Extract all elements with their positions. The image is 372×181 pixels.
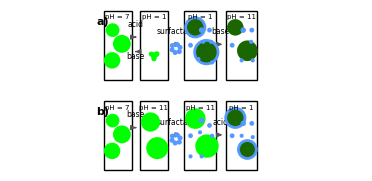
Circle shape xyxy=(113,125,131,143)
Circle shape xyxy=(207,123,212,128)
Circle shape xyxy=(249,28,254,33)
Circle shape xyxy=(199,154,204,158)
Circle shape xyxy=(178,46,182,49)
Circle shape xyxy=(175,133,179,137)
Circle shape xyxy=(104,52,120,69)
Polygon shape xyxy=(150,52,159,61)
Circle shape xyxy=(210,134,214,138)
Bar xyxy=(184,11,216,80)
Text: b): b) xyxy=(96,107,109,117)
Circle shape xyxy=(171,44,174,47)
Circle shape xyxy=(175,43,179,46)
Circle shape xyxy=(207,28,212,33)
Circle shape xyxy=(201,40,205,44)
Text: pH = 1: pH = 1 xyxy=(188,14,212,20)
Text: acid: acid xyxy=(213,118,229,127)
Circle shape xyxy=(238,141,256,158)
Circle shape xyxy=(188,133,193,138)
Circle shape xyxy=(230,43,235,48)
Circle shape xyxy=(185,108,206,129)
Circle shape xyxy=(199,118,204,123)
Text: acid: acid xyxy=(128,20,144,29)
Text: pH = 1: pH = 1 xyxy=(142,14,166,20)
Circle shape xyxy=(141,112,160,132)
Circle shape xyxy=(249,121,254,126)
Circle shape xyxy=(106,114,119,127)
Circle shape xyxy=(209,40,213,44)
Circle shape xyxy=(196,57,201,61)
Text: pH = 1: pH = 1 xyxy=(230,105,254,111)
Circle shape xyxy=(178,136,182,140)
Circle shape xyxy=(199,27,204,33)
Circle shape xyxy=(177,50,181,53)
Text: pH = 7: pH = 7 xyxy=(105,14,130,20)
Circle shape xyxy=(195,40,218,64)
Circle shape xyxy=(240,134,244,138)
Circle shape xyxy=(240,27,246,33)
Text: pH = 11: pH = 11 xyxy=(186,105,215,111)
Bar xyxy=(184,101,216,170)
Circle shape xyxy=(230,133,235,138)
Circle shape xyxy=(251,135,255,139)
Circle shape xyxy=(170,48,174,52)
Text: surfactant: surfactant xyxy=(156,118,196,127)
Circle shape xyxy=(240,58,244,62)
Text: base: base xyxy=(126,110,145,119)
Circle shape xyxy=(210,60,214,64)
Text: base: base xyxy=(212,27,230,36)
Circle shape xyxy=(237,40,258,61)
Circle shape xyxy=(195,134,219,158)
Bar xyxy=(140,11,168,80)
Circle shape xyxy=(198,130,202,134)
Circle shape xyxy=(173,141,177,145)
Circle shape xyxy=(113,35,131,53)
Bar xyxy=(226,101,257,170)
Bar xyxy=(140,101,168,170)
Text: surfactant: surfactant xyxy=(156,27,196,36)
Circle shape xyxy=(189,154,193,158)
Circle shape xyxy=(188,43,193,48)
Text: pH = 7: pH = 7 xyxy=(105,105,130,111)
Circle shape xyxy=(240,121,246,126)
Text: pH = 11: pH = 11 xyxy=(227,14,256,20)
Text: a): a) xyxy=(96,17,109,27)
Circle shape xyxy=(173,51,177,54)
Circle shape xyxy=(177,140,181,144)
Bar xyxy=(104,101,132,170)
Circle shape xyxy=(104,143,120,159)
Circle shape xyxy=(146,137,168,159)
Bar xyxy=(104,11,132,80)
Circle shape xyxy=(226,108,245,127)
Bar xyxy=(226,11,257,80)
Text: base: base xyxy=(126,52,145,62)
Circle shape xyxy=(227,19,244,36)
Text: pH = 11: pH = 11 xyxy=(140,105,169,111)
Circle shape xyxy=(251,58,255,62)
Circle shape xyxy=(170,138,174,142)
Circle shape xyxy=(106,23,119,37)
Circle shape xyxy=(249,40,253,44)
Circle shape xyxy=(171,134,174,138)
Circle shape xyxy=(186,18,205,37)
